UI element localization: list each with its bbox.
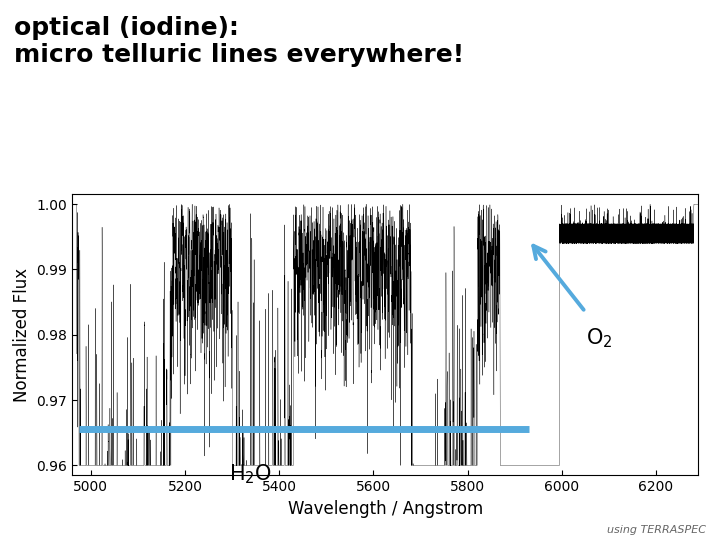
Text: O$_2$: O$_2$ <box>586 326 613 350</box>
X-axis label: Wavelength / Angstrom: Wavelength / Angstrom <box>287 500 483 518</box>
Text: using TERRASPEC: using TERRASPEC <box>606 524 706 535</box>
Text: optical (iodine):
micro telluric lines everywhere!: optical (iodine): micro telluric lines e… <box>14 16 464 67</box>
Text: H$_2$O: H$_2$O <box>230 462 272 486</box>
Y-axis label: Normalized Flux: Normalized Flux <box>13 268 31 402</box>
